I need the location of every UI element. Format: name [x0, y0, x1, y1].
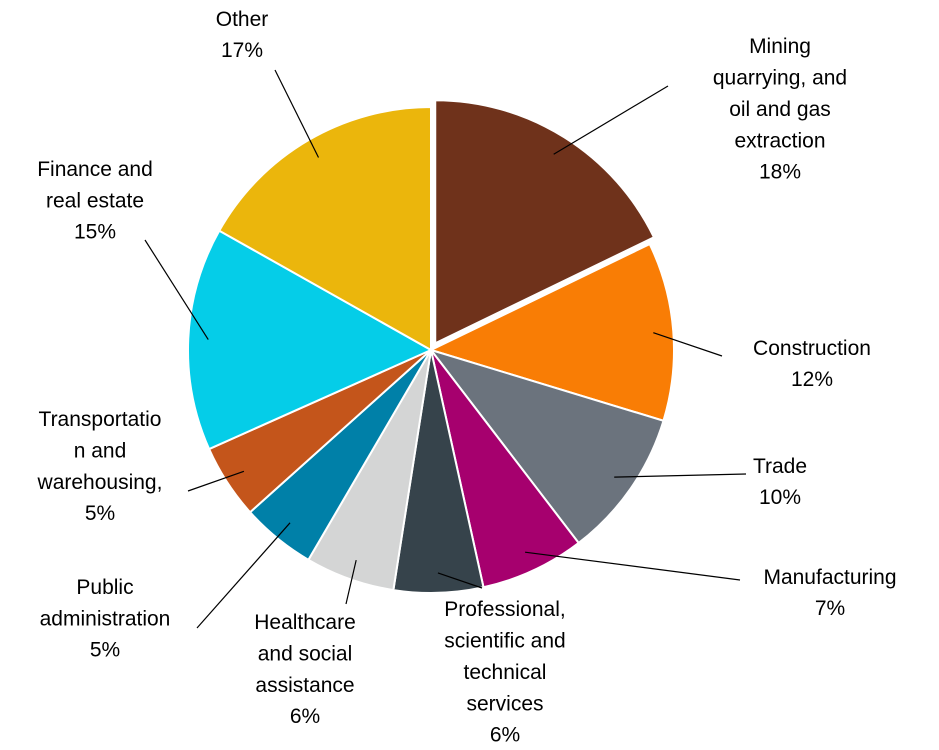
slice-value-label: 12%: [791, 368, 833, 391]
slice-label: Transportatio n and warehousing,: [37, 408, 163, 494]
leader-line: [524, 551, 741, 581]
slice-label: Mining quarrying, and oil and gas extractio…: [713, 35, 847, 153]
slice-value-label: 18%: [759, 161, 801, 184]
slice-label: Finance and real estate: [37, 158, 153, 213]
leader-line: [144, 239, 209, 340]
leader-line: [614, 473, 747, 478]
slice-value-label: 15%: [74, 221, 116, 244]
slice-value-label: 6%: [290, 705, 320, 728]
leader-line: [345, 559, 357, 605]
slice-label: Manufacturing: [763, 566, 896, 589]
slice-value-label: 6%: [490, 724, 520, 747]
leader-line: [553, 85, 669, 155]
leader-line: [274, 69, 320, 158]
pie-slice: [428, 348, 665, 545]
slice-label: Construction: [753, 337, 871, 360]
leader-line: [437, 572, 483, 589]
slice-value-label: 17%: [221, 39, 263, 62]
leader-line: [187, 470, 245, 492]
slice-value-label: 10%: [759, 486, 801, 509]
pie-slice: [187, 229, 434, 451]
slice-value-label: 7%: [815, 597, 845, 620]
slice-label: Professional, scientific and technical serv…: [444, 598, 565, 716]
leader-line: [653, 332, 723, 357]
slice-label: Trade: [753, 455, 807, 478]
pie-slice: [428, 242, 675, 423]
pie-slice: [217, 105, 432, 352]
slice-label: Other: [216, 8, 269, 31]
slice-label: Healthcare and social assistance: [254, 611, 356, 697]
pie-slice: [430, 349, 581, 589]
slice-label: Public administration: [40, 576, 171, 631]
slice-value-label: 5%: [85, 502, 115, 525]
leader-line: [196, 522, 291, 629]
pie-slice: [434, 99, 656, 345]
slice-value-label: 5%: [90, 639, 120, 662]
